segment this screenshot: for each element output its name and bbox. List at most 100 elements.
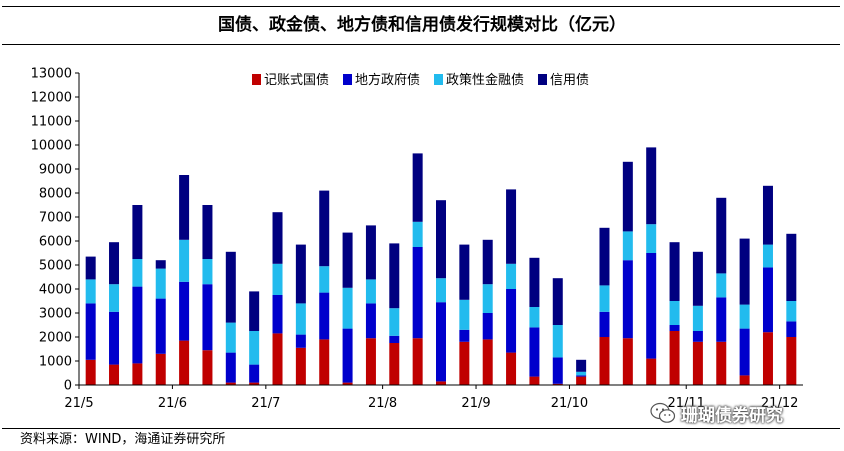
bar-segment-1-14 — [389, 343, 400, 385]
bar-segment-4-21 — [552, 278, 563, 325]
x-tick-label: 21/8 — [368, 396, 397, 411]
bar-segment-3-11 — [319, 266, 330, 293]
bar-segment-2-24 — [622, 260, 633, 339]
y-tick-label: 12000 — [31, 91, 72, 106]
bar-segment-4-4 — [155, 260, 166, 269]
bar-segment-3-3 — [132, 259, 143, 287]
bar-segment-4-18 — [482, 239, 493, 285]
bar-segment-1-24 — [622, 338, 633, 385]
bar-segment-4-1 — [85, 256, 96, 280]
legend-label-1: 记账式国债 — [264, 73, 329, 88]
wechat-icon — [650, 402, 676, 423]
y-tick-label: 1000 — [39, 355, 72, 370]
bar-area — [85, 147, 797, 385]
bar-segment-4-15 — [412, 153, 423, 222]
chart-axes: 0 1000 2000 3000 4000 5000 6000 7000 8000 9000 100… — [31, 67, 803, 411]
legend-label-2: 地方政府债 — [355, 72, 420, 88]
bar-segment-2-30 — [762, 267, 773, 333]
bar-segment-2-31 — [786, 321, 797, 337]
bar-segment-1-10 — [295, 347, 306, 385]
bar-segment-4-16 — [436, 200, 446, 279]
bar-segment-4-23 — [599, 227, 610, 286]
bar-segment-2-27 — [692, 331, 703, 342]
legend-swatch-4 — [538, 74, 547, 85]
legend-label-3: 政策性金融债 — [446, 72, 524, 88]
title-bottom-rule — [2, 44, 840, 45]
bar-segment-3-18 — [482, 284, 493, 313]
bar-segment-4-25 — [646, 147, 657, 225]
legend-swatch-2 — [343, 74, 352, 85]
x-tick-label: 21/11 — [667, 396, 704, 411]
bar-segment-3-12 — [342, 287, 353, 329]
bar-segment-2-20 — [529, 327, 540, 377]
bar-segment-3-30 — [762, 244, 773, 268]
bar-segment-2-25 — [646, 253, 657, 359]
bar-segment-3-17 — [459, 299, 470, 330]
bar-segment-2-13 — [365, 303, 376, 339]
y-tick-label: 5000 — [39, 259, 72, 274]
chart-legend: 记账式国债 地方政府债 政策性金融债 信用债 — [252, 72, 589, 88]
bar-segment-2-17 — [459, 329, 470, 342]
bar-segment-4-6 — [202, 205, 213, 259]
bar-segment-3-29 — [739, 304, 750, 329]
bar-segment-1-16 — [436, 381, 446, 385]
title-top-rule — [2, 6, 840, 7]
bar-segment-1-28 — [716, 341, 727, 385]
bar-segment-4-17 — [459, 244, 470, 300]
bar-segment-2-18 — [482, 313, 493, 340]
bar-segment-4-10 — [295, 244, 306, 304]
bar-segment-3-16 — [436, 278, 446, 303]
bar-segment-1-21 — [552, 383, 563, 385]
bar-segment-2-8 — [249, 364, 260, 383]
bar-segment-2-10 — [295, 334, 306, 348]
bar-segment-1-31 — [786, 337, 797, 385]
watermark: 珊瑚债券研究 — [650, 400, 783, 426]
bar-segment-1-11 — [319, 339, 330, 385]
bar-segment-1-23 — [599, 337, 610, 385]
bar-segment-3-25 — [646, 224, 657, 253]
bar-segment-4-29 — [739, 238, 750, 305]
bar-segment-4-27 — [692, 251, 703, 306]
bar-segment-4-13 — [365, 225, 376, 280]
bar-segment-2-15 — [412, 247, 423, 339]
y-tick-label: 9000 — [39, 163, 72, 178]
bar-segment-2-12 — [342, 328, 353, 383]
bar-segment-2-22 — [576, 375, 587, 377]
bar-segment-1-20 — [529, 376, 540, 385]
bar-segment-2-26 — [669, 325, 680, 331]
bar-segment-3-21 — [552, 325, 563, 358]
bar-segment-3-27 — [692, 305, 703, 331]
x-tick-label: 21/6 — [158, 396, 187, 411]
bar-segment-2-7 — [225, 352, 236, 383]
y-tick-label: 2000 — [39, 331, 72, 346]
bar-segment-4-26 — [669, 242, 680, 301]
bar-segment-1-12 — [342, 382, 353, 385]
bar-segment-1-1 — [85, 359, 96, 385]
x-tick-label: 21/12 — [761, 396, 798, 411]
bar-segment-3-14 — [389, 308, 400, 336]
bar-segment-4-9 — [272, 212, 283, 264]
watermark-text: 珊瑚债券研究 — [681, 405, 783, 426]
bar-segment-2-23 — [599, 311, 610, 337]
bar-segment-1-6 — [202, 350, 213, 385]
bar-segment-3-26 — [669, 301, 680, 325]
bar-segment-3-22 — [576, 371, 587, 376]
bar-segment-1-17 — [459, 341, 470, 385]
bar-segment-2-4 — [155, 298, 166, 354]
y-tick-label: 4000 — [39, 283, 72, 298]
bar-segment-1-30 — [762, 332, 773, 385]
bar-segment-3-31 — [786, 301, 797, 322]
bar-segment-2-9 — [272, 295, 283, 334]
source-note: 资料来源：WIND，海通证券研究所 — [20, 432, 226, 447]
bar-segment-4-19 — [506, 189, 517, 264]
bar-segment-1-25 — [646, 358, 657, 385]
bar-segment-3-8 — [249, 331, 260, 365]
bar-segment-1-5 — [179, 340, 190, 385]
bar-segment-3-7 — [225, 322, 236, 353]
bar-segment-1-9 — [272, 333, 283, 385]
x-tick-label: 21/10 — [551, 396, 588, 411]
bar-segment-3-19 — [506, 263, 517, 289]
bar-segment-4-28 — [716, 197, 727, 274]
bar-segment-3-4 — [155, 268, 166, 299]
